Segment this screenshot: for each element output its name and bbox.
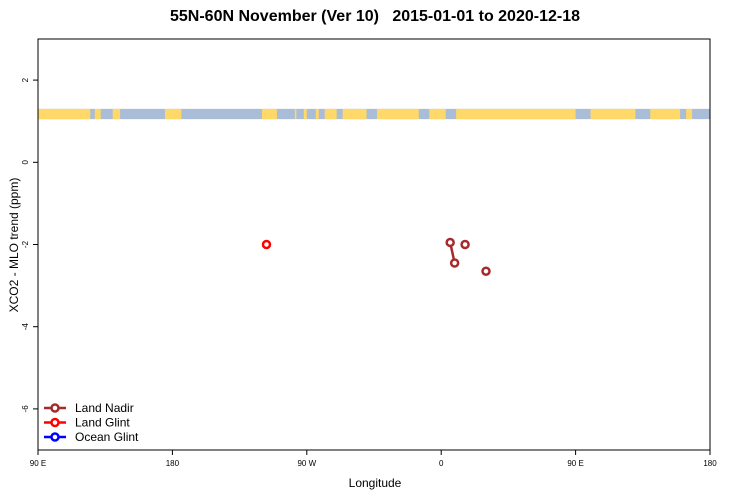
series-layer	[261, 237, 491, 276]
land-ocean-strip	[38, 108, 710, 120]
y-tick-label: -6	[21, 405, 30, 413]
plot-frame	[37, 38, 711, 451]
land-block	[94, 108, 101, 120]
legend-label: Ocean Glint	[75, 430, 139, 444]
land-block	[324, 108, 337, 120]
data-point	[261, 239, 272, 250]
x-axis: 90 E 180 90 W 0 90 E 180	[30, 450, 717, 468]
y-tick-label: -4	[21, 323, 30, 331]
x-tick-label: 180	[703, 459, 717, 468]
data-point	[481, 266, 491, 276]
series-land-nadir	[445, 237, 491, 276]
land-block	[686, 108, 693, 120]
data-point	[445, 237, 455, 248]
land-block	[590, 108, 636, 120]
land-block	[650, 108, 681, 120]
legend-marker	[50, 417, 60, 428]
land-block	[38, 108, 91, 120]
legend-marker	[50, 432, 60, 442]
land-block	[262, 108, 277, 120]
x-tick-label: 0	[439, 459, 444, 468]
legend-label: Land Nadir	[75, 401, 134, 415]
land-block	[342, 108, 367, 120]
x-tick-label: 180	[166, 459, 180, 468]
y-axis: 2 0 -2 -4 -6	[21, 77, 38, 412]
x-axis-label: Longitude	[348, 476, 402, 490]
x-tick-label: 90 W	[297, 459, 316, 468]
y-axis-label: XCO2 - MLO trend (ppm)	[7, 177, 21, 313]
y-tick-label: 2	[21, 77, 30, 82]
y-tick-label: -2	[21, 240, 30, 248]
x-tick-label: 90 E	[30, 459, 46, 468]
ocean-band	[38, 108, 710, 120]
series-land-glint	[261, 239, 272, 250]
data-point	[460, 239, 470, 250]
land-block	[164, 108, 182, 120]
land-block	[456, 108, 576, 120]
land-block	[315, 108, 319, 120]
legend-marker	[50, 403, 60, 413]
land-block	[303, 108, 307, 120]
data-point	[449, 258, 460, 268]
x-tick-label: 90 E	[567, 459, 583, 468]
land-block	[429, 108, 446, 120]
land-block	[112, 108, 121, 120]
land-block	[376, 108, 419, 120]
legend-label: Land Glint	[75, 416, 130, 430]
land-block	[294, 108, 297, 120]
chart-title: 55N-60N November (Ver 10) 2015-01-01 to …	[170, 8, 580, 25]
y-tick-label: 0	[21, 160, 30, 165]
